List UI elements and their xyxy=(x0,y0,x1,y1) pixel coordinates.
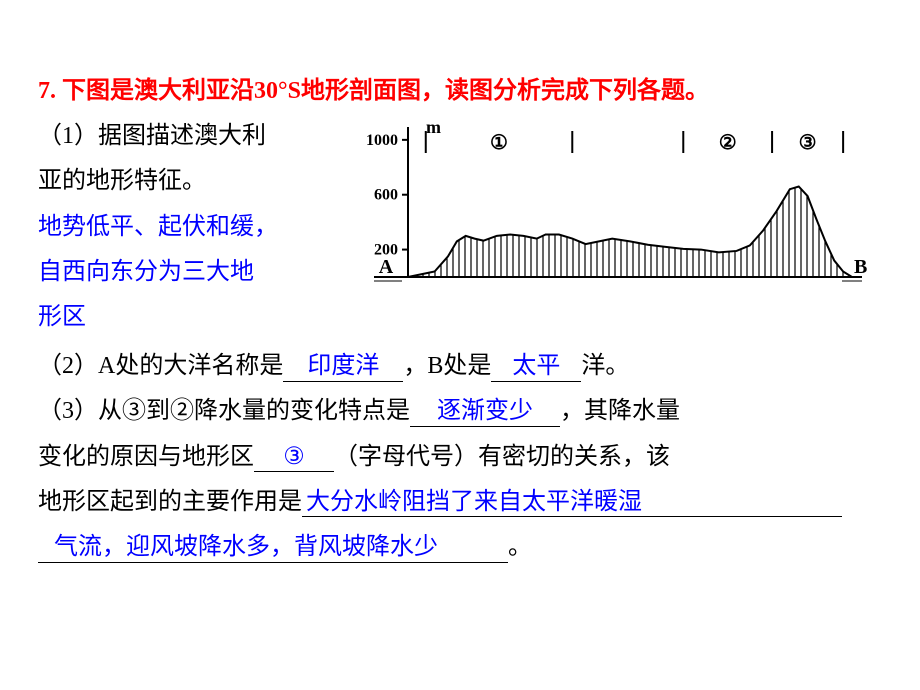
q1-line1: （1）据图描述澳大利 xyxy=(38,115,348,158)
svg-text:B: B xyxy=(854,256,867,278)
q2-prefix: （2）A处的大洋名称是 xyxy=(38,353,283,379)
svg-text:m: m xyxy=(426,121,441,137)
q3-line1: （3）从③到②降水量的变化特点是 逐渐变少 ，其降水量 xyxy=(38,390,882,433)
q1-ans-line3: 形区 xyxy=(38,296,348,339)
svg-text:600: 600 xyxy=(374,187,398,204)
svg-text:A: A xyxy=(379,256,394,278)
q3-l2-mid: （字母代号）有密切的关系，该 xyxy=(334,444,670,470)
q3-line4: 气流，迎风坡降水多，背风坡降水少 。 xyxy=(38,526,882,569)
q2-line: （2）A处的大洋名称是印度洋 ，B处是太平洋。 xyxy=(38,345,882,388)
q1-ans-line2: 自西向东分为三大地 xyxy=(38,251,348,294)
q3-line2: 变化的原因与地形区 ③ （字母代号）有密切的关系，该 xyxy=(38,436,882,479)
svg-text:1000: 1000 xyxy=(366,132,398,149)
q3-l4-ans: 气流，迎风坡降水多，背风坡降水少 xyxy=(54,534,438,560)
q3-l2-prefix: 变化的原因与地形区 xyxy=(38,444,254,470)
q2-ans2: 太平 xyxy=(512,353,560,379)
question-title: 7. 下图是澳大利亚沿30°S地形剖面图，读图分析完成下列各题。 xyxy=(38,70,882,113)
q2-suffix: 洋。 xyxy=(581,353,629,379)
q3-l3-prefix: 地形区起到的主要作用是 xyxy=(38,489,302,515)
q2-ans1: 印度洋 xyxy=(307,353,379,379)
q3-l1-ans: 逐渐变少 xyxy=(437,398,533,424)
q3-l2-ans: ③ xyxy=(283,444,305,470)
terrain-profile-chart: 2006001000m①②③AB xyxy=(348,121,868,291)
svg-text:②: ② xyxy=(719,132,737,154)
q3-l1-prefix: （3）从③到②降水量的变化特点是 xyxy=(38,398,410,424)
q3-line3: 地形区起到的主要作用是大分水岭阻挡了来自太平洋暖湿 xyxy=(38,481,882,524)
q3-l3-ans: 大分水岭阻挡了来自太平洋暖湿 xyxy=(306,489,642,515)
q3-l4-suffix: 。 xyxy=(508,534,532,560)
svg-text:③: ③ xyxy=(799,132,817,154)
q1-ans-line1: 地势低平、起伏和缓， xyxy=(38,206,348,249)
svg-text:①: ① xyxy=(490,132,508,154)
q1-line2: 亚的地形特征。 xyxy=(38,160,348,203)
q2-mid: ，B处是 xyxy=(403,353,491,379)
q3-l1-suffix: ，其降水量 xyxy=(560,398,680,424)
